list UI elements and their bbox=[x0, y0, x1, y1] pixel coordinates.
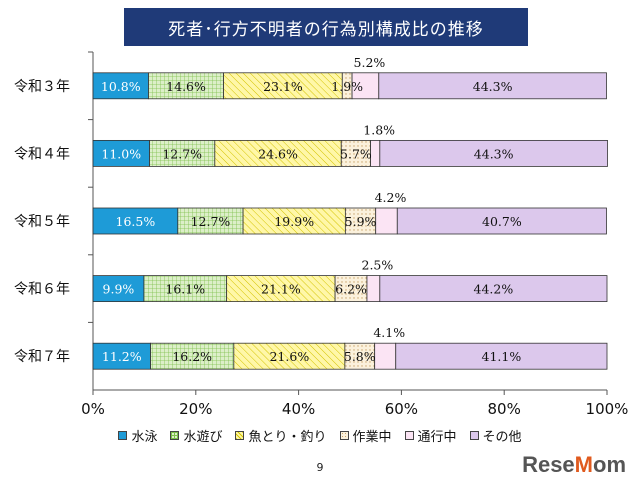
data-label: 19.9% bbox=[274, 214, 314, 229]
bar-segment bbox=[379, 275, 608, 303]
bar-segment bbox=[177, 207, 244, 235]
data-label: 1.8% bbox=[363, 122, 395, 137]
page-number: 9 bbox=[316, 461, 324, 474]
x-tick-label: 40% bbox=[282, 400, 315, 418]
data-label: 6.2% bbox=[335, 282, 367, 297]
data-label: 44.3% bbox=[473, 79, 513, 94]
legend-item: 魚とり・釣り bbox=[235, 426, 327, 445]
data-label: 10.8% bbox=[101, 79, 141, 94]
legend-item: その他 bbox=[469, 426, 522, 445]
legend-label: 水遊び bbox=[183, 430, 223, 445]
bar-segment bbox=[148, 72, 224, 100]
legend-label: 魚とり・釣り bbox=[248, 430, 327, 445]
brand-logo-part: M bbox=[574, 452, 593, 477]
legend-item: 水遊び bbox=[170, 426, 222, 445]
data-label: 40.7% bbox=[482, 214, 522, 229]
legend-swatch bbox=[469, 431, 479, 440]
legend-item: 水泳 bbox=[118, 426, 157, 445]
data-label: 24.6% bbox=[258, 146, 298, 161]
data-label: 23.1% bbox=[263, 79, 303, 94]
legend-swatch bbox=[404, 431, 414, 440]
legend-item: 作業中 bbox=[339, 426, 392, 445]
chart-legend: 水泳 水遊び 魚とり・釣り 作業中 通行中 その他 bbox=[0, 426, 640, 445]
data-label: 21.1% bbox=[261, 282, 301, 297]
bar-segment bbox=[92, 139, 150, 167]
bar-segment bbox=[226, 275, 336, 303]
data-label: 4.2% bbox=[375, 190, 407, 205]
bar-segment bbox=[396, 207, 607, 235]
bar-segment bbox=[374, 342, 397, 370]
data-label: 5.8% bbox=[344, 349, 376, 364]
data-label: 11.2% bbox=[102, 349, 142, 364]
data-label: 12.7% bbox=[162, 146, 202, 161]
bar-segment bbox=[366, 275, 381, 303]
resemom-logo: ReseMom bbox=[522, 452, 626, 478]
bar-segment bbox=[149, 139, 216, 167]
data-label: 11.0% bbox=[101, 146, 141, 161]
data-label: 4.1% bbox=[373, 325, 405, 340]
x-tick-label: 60% bbox=[385, 400, 418, 418]
bar-segment bbox=[143, 275, 228, 303]
data-label: 44.3% bbox=[474, 146, 514, 161]
data-label: 5.7% bbox=[340, 146, 372, 161]
bar-segment bbox=[92, 275, 145, 303]
data-label: 1.9% bbox=[331, 79, 363, 94]
bar-segment bbox=[223, 72, 343, 100]
legend-swatch bbox=[235, 431, 245, 440]
legend-swatch bbox=[170, 431, 180, 440]
bar-segment bbox=[379, 139, 608, 167]
legend-swatch bbox=[339, 431, 349, 440]
data-label: 16.5% bbox=[116, 214, 156, 229]
x-tick-label: 0% bbox=[81, 400, 105, 418]
y-category-label: 令和６年 bbox=[14, 282, 70, 298]
chart-title-text: 死者･行方不明者の行為別構成比の推移 bbox=[168, 19, 484, 40]
x-tick-label: 20% bbox=[179, 400, 212, 418]
legend-label: 水泳 bbox=[131, 430, 158, 445]
data-label: 12.7% bbox=[191, 214, 231, 229]
brand-logo-part: om bbox=[593, 452, 626, 477]
data-label: 5.2% bbox=[354, 55, 386, 70]
legend-item: 通行中 bbox=[404, 426, 457, 445]
bar-segment bbox=[92, 207, 179, 235]
bar-segment bbox=[334, 275, 368, 303]
data-label: 2.5% bbox=[362, 258, 394, 273]
data-label: 44.2% bbox=[474, 282, 514, 297]
bar-segment bbox=[233, 342, 346, 370]
legend-label: 作業中 bbox=[352, 430, 392, 445]
data-label: 9.9% bbox=[103, 282, 135, 297]
x-tick-label: 100% bbox=[586, 400, 629, 418]
bar-segment bbox=[92, 72, 149, 100]
bar-segment bbox=[395, 342, 608, 370]
legend-swatch bbox=[118, 431, 128, 440]
data-label: 16.1% bbox=[165, 282, 205, 297]
data-label: 14.6% bbox=[166, 79, 206, 94]
brand-logo-part: Rese bbox=[522, 452, 575, 477]
bar-segment bbox=[150, 342, 235, 370]
data-label: 5.9% bbox=[345, 214, 377, 229]
x-tick-label: 80% bbox=[488, 400, 521, 418]
y-category-label: 令和４年 bbox=[14, 146, 70, 162]
y-category-label: 令和７年 bbox=[14, 349, 70, 365]
bar-segment bbox=[351, 72, 380, 100]
legend-label: その他 bbox=[482, 430, 522, 445]
data-label: 21.6% bbox=[269, 349, 309, 364]
bar-segment bbox=[378, 72, 607, 100]
data-label: 16.2% bbox=[172, 349, 212, 364]
y-category-label: 令和５年 bbox=[14, 214, 70, 230]
bar-segment bbox=[375, 207, 398, 235]
data-label: 41.1% bbox=[482, 349, 522, 364]
bar-segment bbox=[214, 139, 342, 167]
bar-segment bbox=[370, 139, 381, 167]
legend-label: 通行中 bbox=[417, 430, 457, 445]
bar-segment bbox=[242, 207, 346, 235]
chart-title: 死者･行方不明者の行為別構成比の推移 bbox=[124, 8, 528, 46]
y-category-label: 令和３年 bbox=[14, 79, 70, 95]
